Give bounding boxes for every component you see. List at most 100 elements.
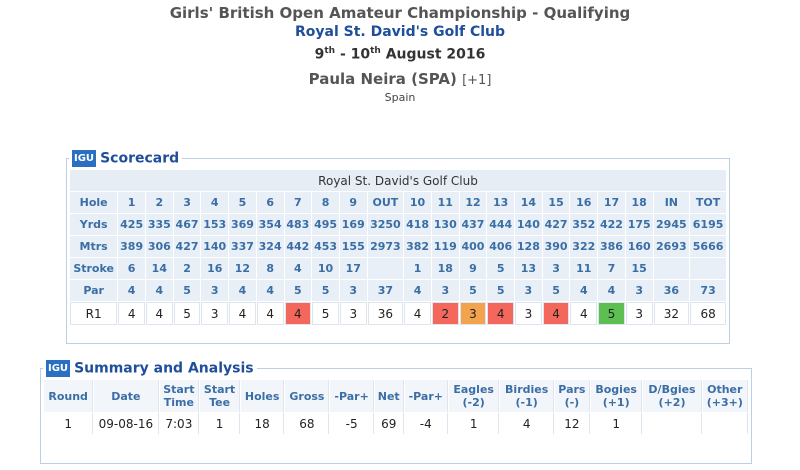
cell: 8 [312, 192, 339, 213]
header-text: Round [48, 389, 88, 403]
cell: 382 [404, 236, 431, 257]
cell: 5666 [690, 236, 726, 257]
cell: 7:03 [160, 413, 200, 434]
scorecard-panel: IGU Scorecard Royal St. David's Golf Club… [66, 150, 730, 344]
cell: 36 [367, 302, 404, 325]
cell: 322 [570, 236, 598, 257]
date-part: 9 [314, 46, 325, 63]
cell: 11 [570, 258, 598, 279]
cell: 2 [431, 302, 459, 325]
row-label: Stroke [70, 258, 118, 279]
cell: 16 [570, 192, 598, 213]
section-title: Summary and Analysis [74, 360, 254, 377]
cell: 442 [284, 236, 312, 257]
cell: 1 [404, 258, 431, 279]
date: 9th - 10th August 2016 [0, 46, 800, 70]
header-cell: Round [44, 380, 94, 412]
header-cell: Start Tee [200, 380, 240, 412]
header-text: Holes [244, 389, 280, 403]
summary-legend: IGU Summary and Analysis [43, 360, 257, 377]
score-row: R1 4 4 5 3 4 4 4 5 3 36 4 2 3 4 3 4 4 5 3 32 68 [70, 302, 726, 325]
header-cell: Net [374, 380, 404, 412]
cell: 3 [339, 280, 367, 301]
cell: 3 [625, 302, 653, 325]
player-score: [+1] [462, 73, 492, 88]
cell: 68 [285, 413, 330, 434]
cell: 17 [598, 192, 625, 213]
cell: 427 [542, 214, 570, 235]
logo: IGU [72, 150, 97, 167]
header-text: Eagles [453, 383, 494, 396]
header-text: Net [377, 389, 400, 403]
score-row: Yrds 425 335 467 153 369 354 483 495 169 3250 418 13… [70, 214, 726, 235]
header-cell: Other (+3+) [702, 380, 748, 412]
cell: 4 [201, 192, 229, 213]
header-cell: -Par+ [330, 380, 374, 412]
score-row: Mtrs 389 306 427 140 337 324 442 453 155 2973 382 11… [70, 236, 726, 257]
cell: 4 [570, 302, 598, 325]
cell: 3 [625, 280, 653, 301]
data-row: 1 09-08-16 7:03 1 18 68 -5 69 -4 1 4 12 1 [44, 413, 748, 434]
cell: 11 [431, 192, 459, 213]
date-part: th [324, 46, 336, 56]
header-text: (-1) [515, 396, 538, 409]
cell: 3 [459, 302, 487, 325]
cell: 17 [339, 258, 367, 279]
cell: 5 [459, 280, 487, 301]
score-row: Par 4 4 5 3 4 4 5 5 3 37 4 3 5 5 3 5 4 4 3 36 73 [70, 280, 726, 301]
cell: 73 [690, 280, 726, 301]
cell [643, 413, 702, 434]
cell: TOT [690, 192, 726, 213]
section-title: Scorecard [100, 150, 180, 167]
scorecard-legend: IGU Scorecard [69, 150, 182, 167]
cell: 354 [256, 214, 284, 235]
cell: 483 [284, 214, 312, 235]
summary-panel: IGU Summary and Analysis Round Date Start Ti… [40, 360, 752, 464]
cell: 427 [173, 236, 201, 257]
cell: 68 [690, 302, 726, 325]
header-cell: -Par+ [404, 380, 448, 412]
cell: 425 [118, 214, 145, 235]
cell: 130 [431, 214, 459, 235]
cell: 495 [312, 214, 339, 235]
cell: 1 [200, 413, 240, 434]
cell: 32 [653, 302, 690, 325]
cell: 4 [256, 280, 284, 301]
header-text: Bogies [595, 383, 637, 396]
cell: 400 [459, 236, 487, 257]
header-cell: Pars (-) [554, 380, 590, 412]
cell: 18 [625, 192, 653, 213]
row-label: R1 [70, 302, 118, 325]
cell: 18 [431, 258, 459, 279]
cell: 389 [118, 236, 145, 257]
cell: 14 [145, 258, 173, 279]
cell: 467 [173, 214, 201, 235]
cell: 352 [570, 214, 598, 235]
header-text: D/Bgies [648, 383, 696, 396]
cell: 1 [44, 413, 94, 434]
date-part: th [370, 46, 381, 56]
cell: 4 [487, 302, 515, 325]
cell: 12 [459, 192, 487, 213]
cell: 7 [598, 258, 625, 279]
cell: 175 [625, 214, 653, 235]
cell: 4 [145, 302, 173, 325]
cell: 10 [312, 258, 339, 279]
header-text: Gross [289, 389, 325, 403]
cell: 69 [375, 413, 404, 434]
cell: 453 [312, 236, 339, 257]
title: Girls' British Open Amateur Championship… [169, 4, 631, 22]
cell: 422 [598, 214, 625, 235]
cell: 13 [515, 258, 542, 279]
cell: 444 [487, 214, 515, 235]
cell: 4 [500, 413, 554, 434]
score-row: Hole 1 2 3 4 5 6 7 8 9 OUT 10 11 12 13 14 15 16 17 18 IN TOT [70, 192, 726, 213]
row-label: Yrds [70, 214, 118, 235]
cell: 5 [487, 280, 515, 301]
header-text: Tee [209, 396, 231, 409]
header-text: Date [111, 389, 141, 403]
cell: 335 [145, 214, 173, 235]
header-text: Pars [558, 383, 586, 396]
course-row: Royal St. David's Golf Club [70, 170, 726, 191]
row-label: Mtrs [70, 236, 118, 257]
